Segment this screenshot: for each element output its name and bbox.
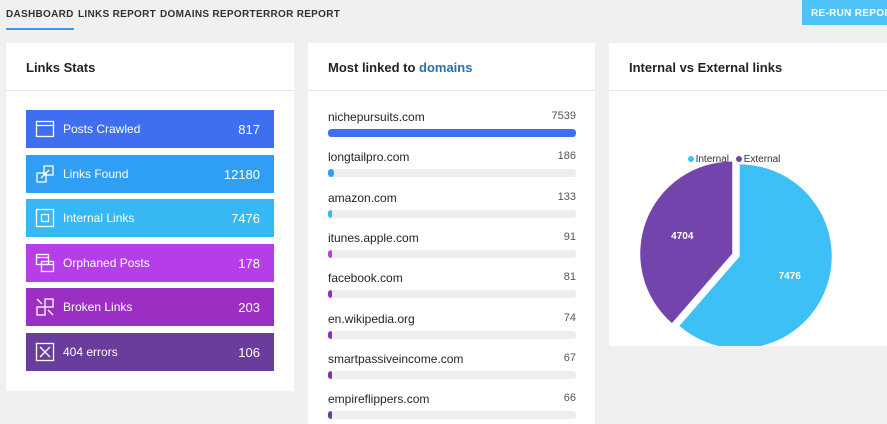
domain-count: 186 [557,150,576,163]
pie-chart: 7476 4704 [640,161,832,346]
domain-bar-track [328,249,576,258]
pie-value-label: 4704 [671,231,694,242]
card-divider [6,90,294,91]
domain-row[interactable]: empireflippers.com 66 [328,392,576,424]
legend-label: Internal [695,154,729,165]
pie-slice-internal[interactable] [679,164,832,346]
stat-broken-links[interactable]: Broken Links 203 [26,288,274,326]
stat-value: 203 [238,299,260,315]
legend-external[interactable]: External [735,154,781,165]
domain-row[interactable]: nichepursuits.com 7539 [328,110,576,150]
domain-bar-fill [328,169,335,178]
stat-value: 817 [238,121,260,137]
domain-bar-track [328,129,576,137]
domain-count: 81 [563,271,576,284]
top-nav: DASHBOARD LINKS REPORT DOMAINS REPORT ER… [0,0,887,34]
domain-count: 7539 [551,110,576,122]
domain-bar-fill [328,249,332,258]
domain-bar-fill [328,129,576,137]
x-square-icon [35,342,55,362]
domain-row[interactable]: en.wikipedia.org 74 [328,312,576,352]
domains-title-link[interactable]: domains [419,60,473,75]
domain-bar-fill [328,290,332,299]
domain-row[interactable]: amazon.com 133 [328,191,576,231]
legend-dot [735,156,742,163]
domain-bar-track [328,411,576,420]
domain-name: itunes.apple.com [328,230,419,245]
domain-name: empireflippers.com [328,392,430,407]
rerun-reports-button[interactable]: RE-RUN REPORTS [802,0,887,25]
pie-card: Internal vs External links Internal Exte… [609,43,887,346]
stat-orphaned-posts[interactable]: Orphaned Posts 178 [26,244,274,282]
legend-internal[interactable]: Internal [687,154,729,165]
legend-label: External [743,154,781,165]
broken-link-icon [36,298,54,316]
links-stats-card: Links Stats Posts Crawled 817 Links Foun… [6,43,294,391]
domain-bar-fill [328,411,332,420]
domain-bar-track [328,169,576,178]
domain-name: en.wikipedia.org [328,311,415,326]
links-stats-title: Links Stats [26,60,96,75]
tab-links-report[interactable]: LINKS REPORT [78,9,157,20]
card-divider [308,90,595,91]
pie-title: Internal vs External links [629,60,783,75]
domain-count: 67 [563,351,576,364]
stat-value: 178 [238,255,260,271]
domain-bar-track [328,209,576,218]
domain-row[interactable]: smartpassiveincome.com 67 [328,352,576,392]
domain-count: 74 [563,311,576,324]
domain-row[interactable]: facebook.com 81 [328,271,576,311]
domain-bar-track [328,290,576,299]
domain-name: smartpassiveincome.com [328,351,464,366]
domain-row[interactable]: longtailpro.com 186 [328,150,576,190]
card-divider [609,90,887,91]
domain-bar-track [328,330,576,339]
stat-value: 7476 [231,210,260,226]
stat-value: 12180 [223,166,260,182]
stat-label: Internal Links [63,211,135,225]
domain-row[interactable]: itunes.apple.com 91 [328,231,576,271]
stat-label: 404 errors [63,345,118,359]
stacked-windows-icon [35,253,55,273]
domain-count: 133 [557,190,576,203]
stat-404-errors[interactable]: 404 errors 106 [26,333,274,371]
stat-links-found[interactable]: Links Found 12180 [26,155,274,193]
stat-value: 106 [238,344,260,360]
domains-card: Most linked to domains nichepursuits.com… [308,43,595,424]
domain-bar-fill [328,370,332,379]
stat-posts-crawled[interactable]: Posts Crawled 817 [26,110,274,148]
browser-window-icon [35,120,55,138]
stat-label: Posts Crawled [63,122,141,136]
link-squares-icon [36,165,54,183]
pie-legend: Internal External [609,154,859,165]
internal-square-icon [35,208,55,228]
tab-dashboard[interactable]: DASHBOARD [6,9,74,30]
domain-bar-track [328,370,576,379]
domain-bar-fill [328,330,332,339]
domain-count: 91 [563,230,576,243]
domain-name: facebook.com [328,271,403,286]
pie-value-label: 7476 [779,271,802,282]
tab-domains-report[interactable]: DOMAINS REPORT [160,9,256,20]
domain-name: nichepursuits.com [328,110,425,124]
legend-dot [687,156,694,163]
domains-title-prefix: Most linked to [328,60,416,75]
domains-title: Most linked to domains [328,60,472,75]
domain-bar-fill [328,209,333,218]
domain-name: longtailpro.com [328,150,410,165]
domain-count: 66 [563,392,576,405]
stat-label: Links Found [63,167,129,181]
stat-label: Orphaned Posts [63,256,150,270]
tab-error-report[interactable]: ERROR REPORT [256,9,341,20]
stat-label: Broken Links [63,300,133,314]
stat-internal-links[interactable]: Internal Links 7476 [26,199,274,237]
domain-name: amazon.com [328,190,397,205]
pie-slice-external[interactable] [640,161,733,324]
